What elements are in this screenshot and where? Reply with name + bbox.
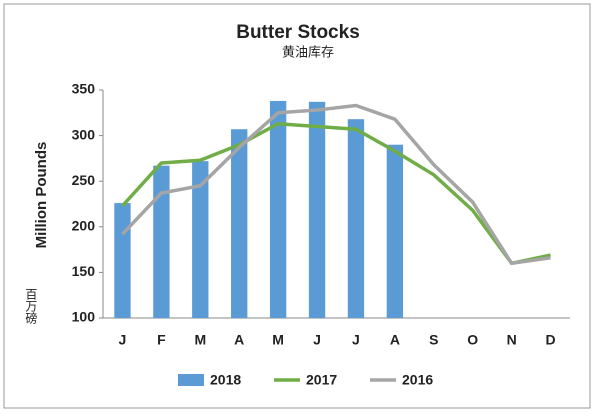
bar — [386, 144, 404, 318]
bar — [269, 100, 287, 318]
x-tick-label: D — [545, 332, 555, 348]
x-tick-label: O — [467, 332, 478, 348]
legend-label: 2018 — [210, 372, 241, 388]
x-tick-label: A — [234, 332, 244, 348]
bar — [347, 119, 365, 319]
bar — [153, 165, 170, 318]
x-tick-label: J — [313, 332, 321, 348]
bar — [192, 161, 209, 318]
annotation: 百万磅 — [24, 288, 38, 325]
y-tick-label: 350 — [72, 81, 96, 97]
y-axis-label: Million Pounds — [33, 142, 50, 249]
chart-subtitle: 黄油库存 — [282, 44, 334, 59]
bar — [308, 101, 326, 318]
bar — [114, 203, 131, 318]
legend-swatch — [178, 374, 204, 386]
y-tick-label: 300 — [72, 126, 96, 142]
bar — [231, 129, 248, 318]
x-tick-label: M — [194, 332, 206, 348]
x-tick-label: S — [429, 332, 438, 348]
legend-label: 2017 — [306, 372, 337, 388]
x-tick-label: F — [157, 332, 166, 348]
y-tick-label: 200 — [72, 218, 96, 234]
x-tick-label: N — [507, 332, 517, 348]
line — [121, 121, 551, 266]
x-tick-label: J — [119, 332, 127, 348]
line — [121, 103, 551, 266]
y-tick-label: 250 — [72, 172, 96, 188]
x-tick-label: A — [390, 332, 400, 348]
chart-title: Butter Stocks — [236, 22, 360, 43]
x-tick-label: M — [272, 332, 284, 348]
legend-label: 2016 — [402, 372, 433, 388]
y-tick-label: 100 — [72, 309, 96, 325]
y-tick-label: 150 — [72, 263, 96, 279]
frame — [3, 3, 591, 409]
x-tick-label: J — [352, 332, 360, 348]
